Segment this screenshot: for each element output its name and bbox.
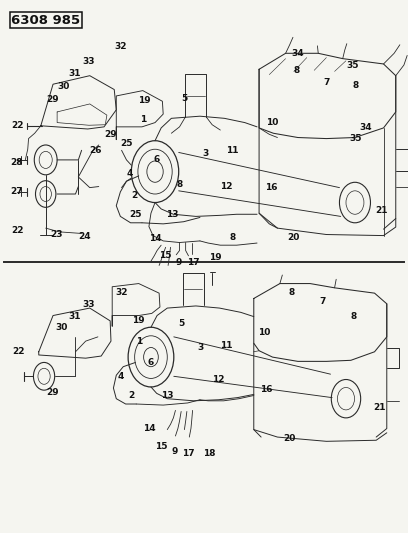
Text: 6308 985: 6308 985	[11, 14, 80, 27]
Text: 30: 30	[58, 82, 70, 91]
Text: 18: 18	[204, 449, 216, 458]
Text: 8: 8	[350, 312, 357, 321]
Text: 6: 6	[148, 358, 154, 367]
Text: 8: 8	[229, 233, 235, 241]
Text: 15: 15	[155, 442, 167, 451]
Text: 5: 5	[181, 94, 188, 103]
Text: 23: 23	[50, 230, 62, 239]
Text: 5: 5	[178, 319, 185, 328]
Text: 35: 35	[350, 134, 362, 143]
Text: 22: 22	[13, 348, 25, 356]
Text: 28: 28	[10, 158, 22, 166]
Text: 8: 8	[288, 288, 295, 296]
Text: 34: 34	[360, 124, 372, 132]
Text: 14: 14	[149, 234, 161, 243]
Text: 11: 11	[220, 341, 233, 350]
Text: 6: 6	[153, 156, 160, 164]
Text: 29: 29	[46, 95, 58, 103]
Text: 33: 33	[83, 57, 95, 66]
Text: 3: 3	[202, 149, 208, 158]
Text: 35: 35	[347, 61, 359, 69]
Text: 16: 16	[260, 385, 272, 393]
Text: 7: 7	[319, 297, 326, 305]
Text: 4: 4	[126, 169, 133, 177]
Text: 8: 8	[353, 81, 359, 90]
Text: 30: 30	[56, 324, 68, 332]
Text: 10: 10	[258, 328, 271, 337]
Text: 9: 9	[171, 448, 178, 456]
Text: 8: 8	[176, 180, 183, 189]
Text: 25: 25	[120, 140, 133, 148]
Text: 8: 8	[294, 66, 300, 75]
Text: 3: 3	[197, 343, 204, 352]
Text: 10: 10	[266, 118, 279, 127]
Text: 9: 9	[175, 258, 182, 266]
Text: 22: 22	[11, 227, 23, 235]
Text: 32: 32	[114, 43, 126, 51]
Text: 21: 21	[373, 403, 386, 412]
Text: 13: 13	[166, 211, 178, 219]
Text: 15: 15	[159, 252, 171, 260]
Text: 2: 2	[128, 391, 135, 400]
Text: 2: 2	[131, 191, 138, 199]
Text: 22: 22	[12, 122, 24, 130]
Text: 31: 31	[69, 312, 81, 321]
Text: 16: 16	[265, 183, 277, 192]
Text: 24: 24	[78, 232, 91, 240]
Text: 1: 1	[135, 337, 142, 345]
Text: 21: 21	[375, 206, 387, 214]
Text: 33: 33	[83, 301, 95, 309]
Text: 17: 17	[182, 449, 195, 457]
Text: 14: 14	[143, 424, 155, 433]
Text: 17: 17	[187, 259, 200, 267]
Text: 31: 31	[69, 69, 81, 78]
Text: 1: 1	[140, 116, 147, 124]
Text: 20: 20	[284, 434, 296, 442]
Text: 12: 12	[220, 182, 232, 191]
Text: 13: 13	[161, 391, 173, 400]
Text: 20: 20	[287, 233, 299, 242]
Text: 27: 27	[10, 187, 22, 196]
Text: 34: 34	[292, 49, 304, 58]
Text: 4: 4	[118, 372, 124, 381]
Text: 19: 19	[209, 253, 221, 262]
Text: 29: 29	[47, 388, 59, 397]
Text: 25: 25	[130, 210, 142, 219]
Text: 26: 26	[89, 146, 102, 155]
Text: 7: 7	[323, 78, 330, 87]
Text: 19: 19	[138, 96, 151, 104]
Text: 32: 32	[115, 288, 128, 296]
Text: 12: 12	[213, 375, 225, 384]
Text: 19: 19	[132, 317, 144, 325]
Text: 11: 11	[226, 146, 239, 155]
Text: 29: 29	[105, 130, 117, 139]
